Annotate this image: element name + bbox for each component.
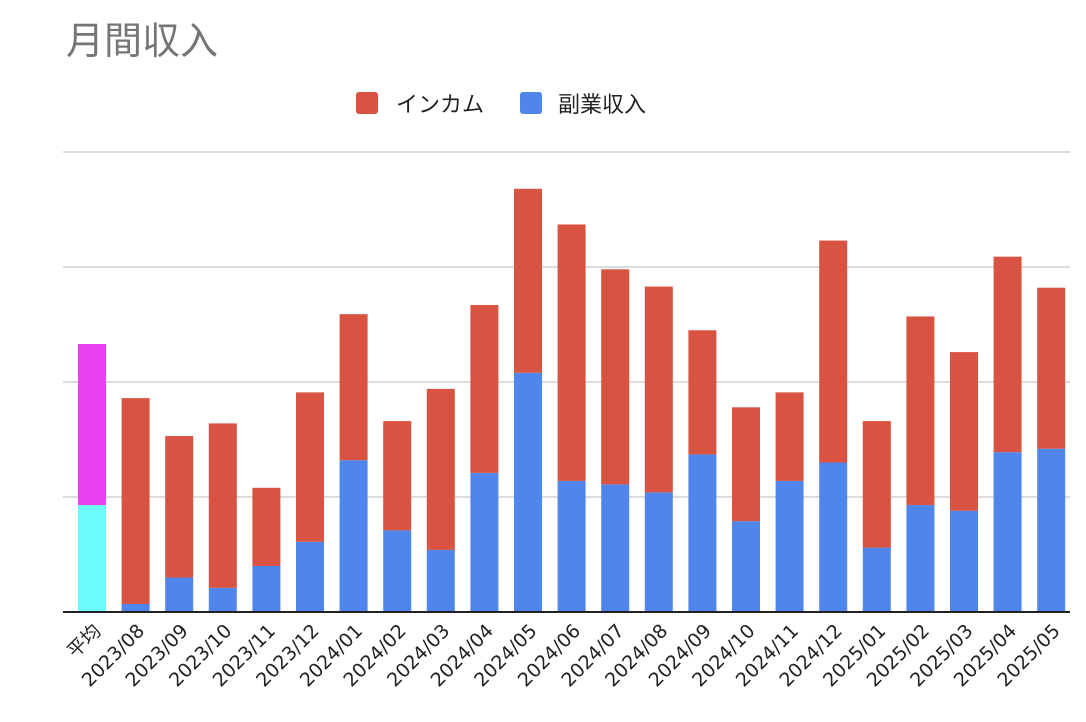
bar-income — [296, 392, 324, 542]
bar-side-income — [644, 492, 673, 612]
bar-side-income — [732, 521, 760, 612]
legend-swatch-income — [356, 92, 378, 114]
bar-side-income — [557, 480, 586, 612]
bar-side-income — [339, 460, 368, 612]
bar-side-income — [862, 547, 891, 612]
bar-side-income — [601, 484, 630, 612]
bar-side-income — [470, 472, 499, 612]
bar-side-income — [819, 462, 848, 612]
legend-label-income: インカム — [396, 93, 485, 118]
bar-side-income — [383, 530, 412, 612]
bar-income — [383, 421, 412, 531]
bar-side-income — [296, 541, 324, 612]
bar-income — [426, 388, 455, 550]
legend: インカム 副業収入 — [356, 88, 646, 118]
bar-side-income — [688, 454, 717, 612]
bar-income — [906, 316, 935, 506]
bar-income — [819, 240, 848, 463]
bar-income — [557, 224, 586, 481]
bar-income — [950, 352, 978, 511]
bar-income — [165, 436, 194, 578]
bar-income — [514, 188, 542, 373]
legend-label-side-income: 副業収入 — [558, 93, 647, 118]
bar-income — [470, 304, 499, 473]
legend-item-income[interactable]: インカム — [356, 87, 484, 119]
bar-side-income — [78, 505, 106, 612]
bar-side-income — [252, 566, 281, 612]
bar-income — [732, 407, 760, 522]
bar-income — [775, 392, 804, 481]
bar-income — [121, 398, 150, 604]
bar-side-income — [775, 480, 804, 612]
bar-side-income — [906, 505, 935, 612]
bar-income — [993, 256, 1022, 453]
bar-side-income — [993, 452, 1022, 612]
bar-income — [644, 286, 673, 493]
bar-side-income — [950, 510, 978, 612]
bar-income — [688, 330, 717, 455]
bar-income — [252, 487, 281, 566]
legend-item-side-income[interactable]: 副業収入 — [520, 87, 646, 119]
legend-swatch-side-income — [520, 92, 543, 114]
chart-title: 月間収入 — [66, 19, 219, 63]
bar-income — [1037, 287, 1066, 449]
bar-side-income — [208, 587, 237, 612]
bar-side-income — [121, 603, 150, 612]
bar-side-income — [165, 577, 194, 612]
bar-income — [339, 314, 368, 461]
bar-side-income — [514, 372, 542, 612]
bar-income — [78, 344, 106, 506]
bar-side-income — [426, 549, 455, 612]
bar-income — [601, 269, 630, 485]
bar-income — [862, 421, 891, 548]
bar-income — [208, 423, 237, 588]
bar-side-income — [1037, 448, 1066, 612]
